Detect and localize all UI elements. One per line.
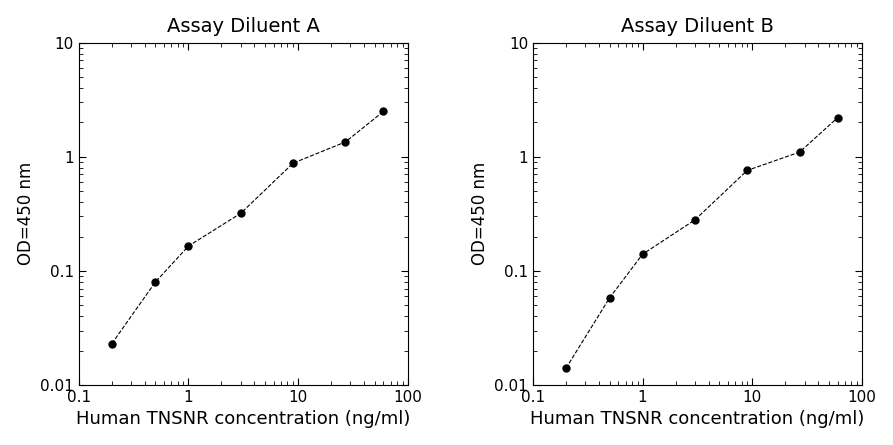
Title: Assay Diluent B: Assay Diluent B: [621, 16, 774, 36]
Y-axis label: OD=450 nm: OD=450 nm: [471, 162, 488, 266]
Y-axis label: OD=450 nm: OD=450 nm: [17, 162, 35, 266]
Title: Assay Diluent A: Assay Diluent A: [167, 16, 320, 36]
X-axis label: Human TNSNR concentration (ng/ml): Human TNSNR concentration (ng/ml): [76, 410, 411, 429]
X-axis label: Human TNSNR concentration (ng/ml): Human TNSNR concentration (ng/ml): [530, 410, 864, 429]
